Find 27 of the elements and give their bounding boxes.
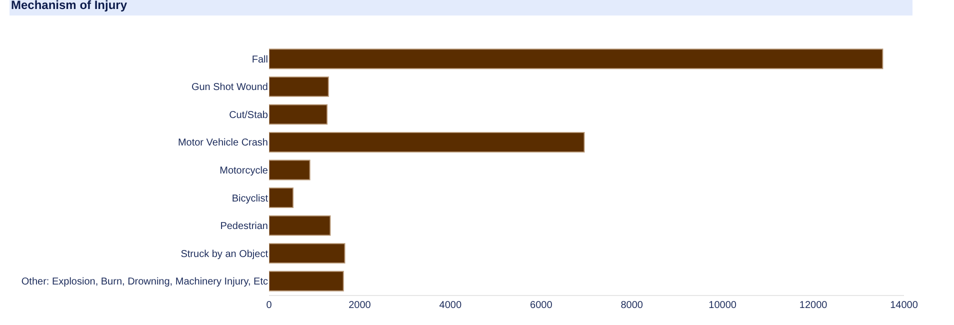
x-tick-label: 8000: [620, 300, 644, 311]
y-tick-label: Fall: [252, 54, 268, 66]
y-tick-label: Cut/Stab: [229, 110, 268, 121]
y-tick-label: Motorcycle: [220, 166, 268, 176]
bar: [269, 132, 585, 152]
y-tick-label: Pedestrian: [220, 221, 268, 232]
x-tick-label: 10000: [708, 300, 737, 311]
bar: [269, 243, 346, 264]
x-tick-label: 2000: [348, 300, 372, 311]
bar: [269, 48, 884, 70]
bar: [269, 270, 344, 292]
y-tick-label: Other: Explosion, Burn, Drowning, Machinery Injury, Etc: [21, 276, 268, 288]
x-tick-label: 0: [266, 300, 272, 311]
bar: [269, 76, 329, 97]
y-tick-label: Gun Shot Wound: [191, 82, 268, 94]
bar: [269, 215, 331, 236]
bar: [269, 188, 294, 208]
y-tick-label: Bicyclist: [232, 193, 268, 204]
x-tick-label: 4000: [439, 300, 462, 311]
y-tick-label: Struck by an Object: [180, 248, 268, 260]
x-tick-label: 14000: [890, 300, 918, 311]
y-tick-label: Motor Vehicle Crash: [178, 138, 268, 149]
bar: [269, 104, 328, 125]
x-tick-label: 12000: [799, 300, 828, 311]
bar: [269, 160, 310, 180]
x-tick-label: 6000: [530, 300, 553, 311]
text: Mechanism of Injury: [11, 0, 128, 12]
